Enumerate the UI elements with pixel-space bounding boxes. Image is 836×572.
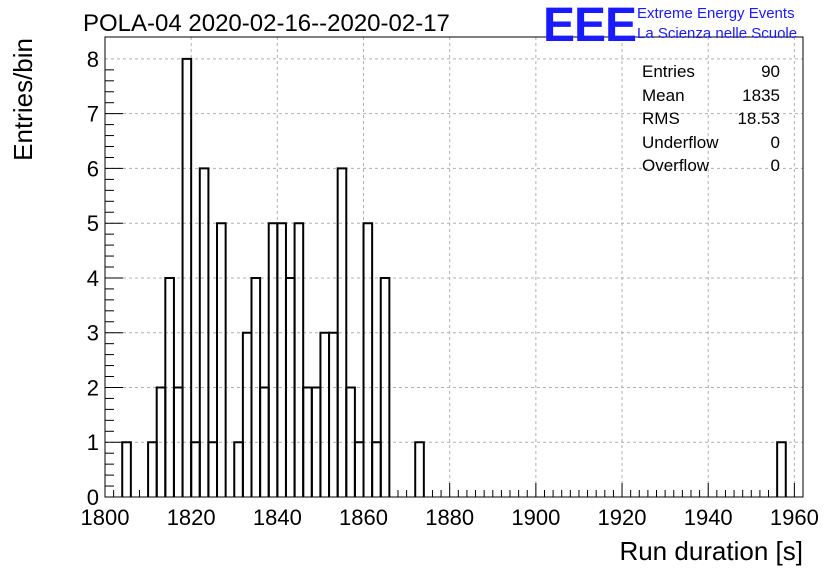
y-tick-label: 0 bbox=[87, 485, 99, 510]
histogram-bin bbox=[362, 222, 374, 497]
histogram-bin bbox=[328, 331, 339, 497]
y-tick-label: 3 bbox=[87, 321, 99, 346]
y-tick-label: 4 bbox=[87, 266, 99, 291]
y-tick-label: 6 bbox=[87, 156, 99, 181]
stat-value: 18.53 bbox=[737, 109, 780, 128]
y-tick-label: 1 bbox=[87, 430, 99, 455]
histogram-bin bbox=[379, 276, 391, 497]
y-tick-label: 2 bbox=[87, 375, 99, 400]
stat-row: Overflow 0 bbox=[642, 154, 780, 178]
stat-row: Mean 1835 bbox=[642, 84, 780, 108]
histogram-bin bbox=[319, 331, 331, 497]
y-tick-label: 8 bbox=[87, 47, 99, 72]
x-tick-label: 1860 bbox=[339, 505, 388, 530]
histogram-bin bbox=[276, 222, 287, 497]
histogram-bin bbox=[353, 441, 365, 497]
stat-value: 90 bbox=[761, 62, 780, 81]
histogram-bin bbox=[190, 441, 201, 497]
stat-label: RMS bbox=[642, 109, 680, 128]
stat-row: Entries 90 bbox=[642, 60, 780, 84]
stat-row: Underflow 0 bbox=[642, 131, 780, 155]
histogram-bin bbox=[336, 167, 348, 497]
y-tick-label: 7 bbox=[87, 102, 99, 127]
stat-label: Entries bbox=[642, 62, 695, 81]
eee-logo: EEE bbox=[543, 0, 637, 52]
x-tick-label: 1920 bbox=[598, 505, 647, 530]
chart-title: POLA-04 2020-02-16--2020-02-17 bbox=[83, 10, 450, 37]
logo-line-2: La Scienza nelle Scuole bbox=[637, 25, 798, 42]
histogram-bin bbox=[776, 441, 787, 497]
x-tick-label: 1940 bbox=[684, 505, 733, 530]
histogram-bin bbox=[207, 441, 219, 497]
histogram-bin bbox=[147, 441, 158, 497]
histogram-bin bbox=[216, 222, 227, 497]
histogram-bin bbox=[293, 222, 305, 497]
x-tick-label: 1800 bbox=[81, 505, 130, 530]
x-tick-label: 1880 bbox=[425, 505, 474, 530]
stat-label: Underflow bbox=[642, 132, 719, 152]
logo-subtitle: Extreme Energy Events La Scienza nelle S… bbox=[637, 4, 797, 44]
histogram-bin bbox=[371, 441, 382, 497]
stat-label: Mean bbox=[642, 85, 685, 105]
y-tick-label: 5 bbox=[87, 211, 99, 236]
histogram-bin bbox=[198, 167, 210, 497]
y-axis-label: Entries/bin bbox=[8, 38, 38, 161]
histogram-bin bbox=[414, 441, 425, 497]
x-tick-label: 1960 bbox=[770, 505, 819, 530]
stat-label: Overflow bbox=[642, 156, 710, 175]
x-tick-label: 1900 bbox=[511, 505, 560, 530]
stat-value: 0 bbox=[770, 132, 780, 152]
histogram-bin bbox=[181, 57, 193, 497]
x-axis-label: Run duration [s] bbox=[619, 536, 803, 566]
histogram-bin bbox=[233, 441, 244, 497]
stat-value: 0 bbox=[770, 156, 780, 175]
stat-value: 1835 bbox=[742, 85, 780, 105]
histogram-bin bbox=[241, 331, 253, 497]
x-tick-label: 1840 bbox=[253, 505, 302, 530]
histogram-bin bbox=[121, 441, 132, 497]
x-tick-label: 1820 bbox=[167, 505, 216, 530]
stat-row: RMS 18.53 bbox=[642, 107, 780, 131]
histogram-bin bbox=[267, 222, 279, 497]
logo-line-1: Extreme Energy Events bbox=[637, 5, 795, 22]
stats-box: Entries 90 Mean 1835 RMS 18.53 Underflow 0 O… bbox=[642, 60, 780, 178]
